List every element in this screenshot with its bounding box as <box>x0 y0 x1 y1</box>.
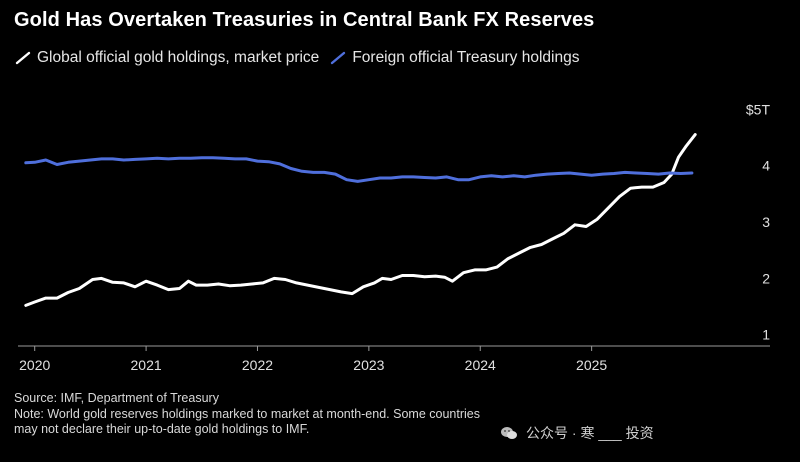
legend-label-treasury: Foreign official Treasury holdings <box>352 49 580 66</box>
x-tick-label: 2020 <box>19 357 50 373</box>
legend-item-gold: Global official gold holdings, market pr… <box>14 49 319 67</box>
x-tick-label: 2025 <box>576 357 607 373</box>
note-line-2: may not declare their up-to-date gold ho… <box>14 422 310 436</box>
legend-swatch-gold-icon <box>15 51 31 65</box>
y-tick-label: 2 <box>762 270 770 286</box>
legend: Global official gold holdings, market pr… <box>14 49 589 67</box>
legend-label-gold: Global official gold holdings, market pr… <box>37 49 320 66</box>
x-tick-label: 2021 <box>131 357 162 373</box>
x-tick-label: 2022 <box>242 357 273 373</box>
watermark-text: 公众号 · 寒 ___ 投资 <box>526 425 654 441</box>
series-line-gold <box>24 133 697 307</box>
y-tick-label: 1 <box>762 327 770 343</box>
x-tick-label: 2023 <box>353 357 384 373</box>
note-line-1: Note: World gold reserves holdings marke… <box>14 406 480 421</box>
legend-item-treasury: Foreign official Treasury holdings <box>329 49 579 67</box>
watermark: 公众号 · 寒 ___ 投资 <box>500 423 654 443</box>
x-tick-label: 2024 <box>465 357 496 373</box>
y-tick-label: 3 <box>762 214 770 230</box>
notes: Source: IMF, Department of Treasury Note… <box>14 391 480 438</box>
series-line-treasury <box>24 156 694 183</box>
y-tick-label: 4 <box>762 158 770 174</box>
source-text: Source: IMF, Department of Treasury <box>14 391 219 405</box>
chart-title: Gold Has Overtaken Treasuries in Central… <box>14 9 595 31</box>
y-tick-label: $5T <box>746 101 771 117</box>
wechat-icon <box>501 427 517 439</box>
legend-swatch-treasury-icon <box>331 51 346 65</box>
